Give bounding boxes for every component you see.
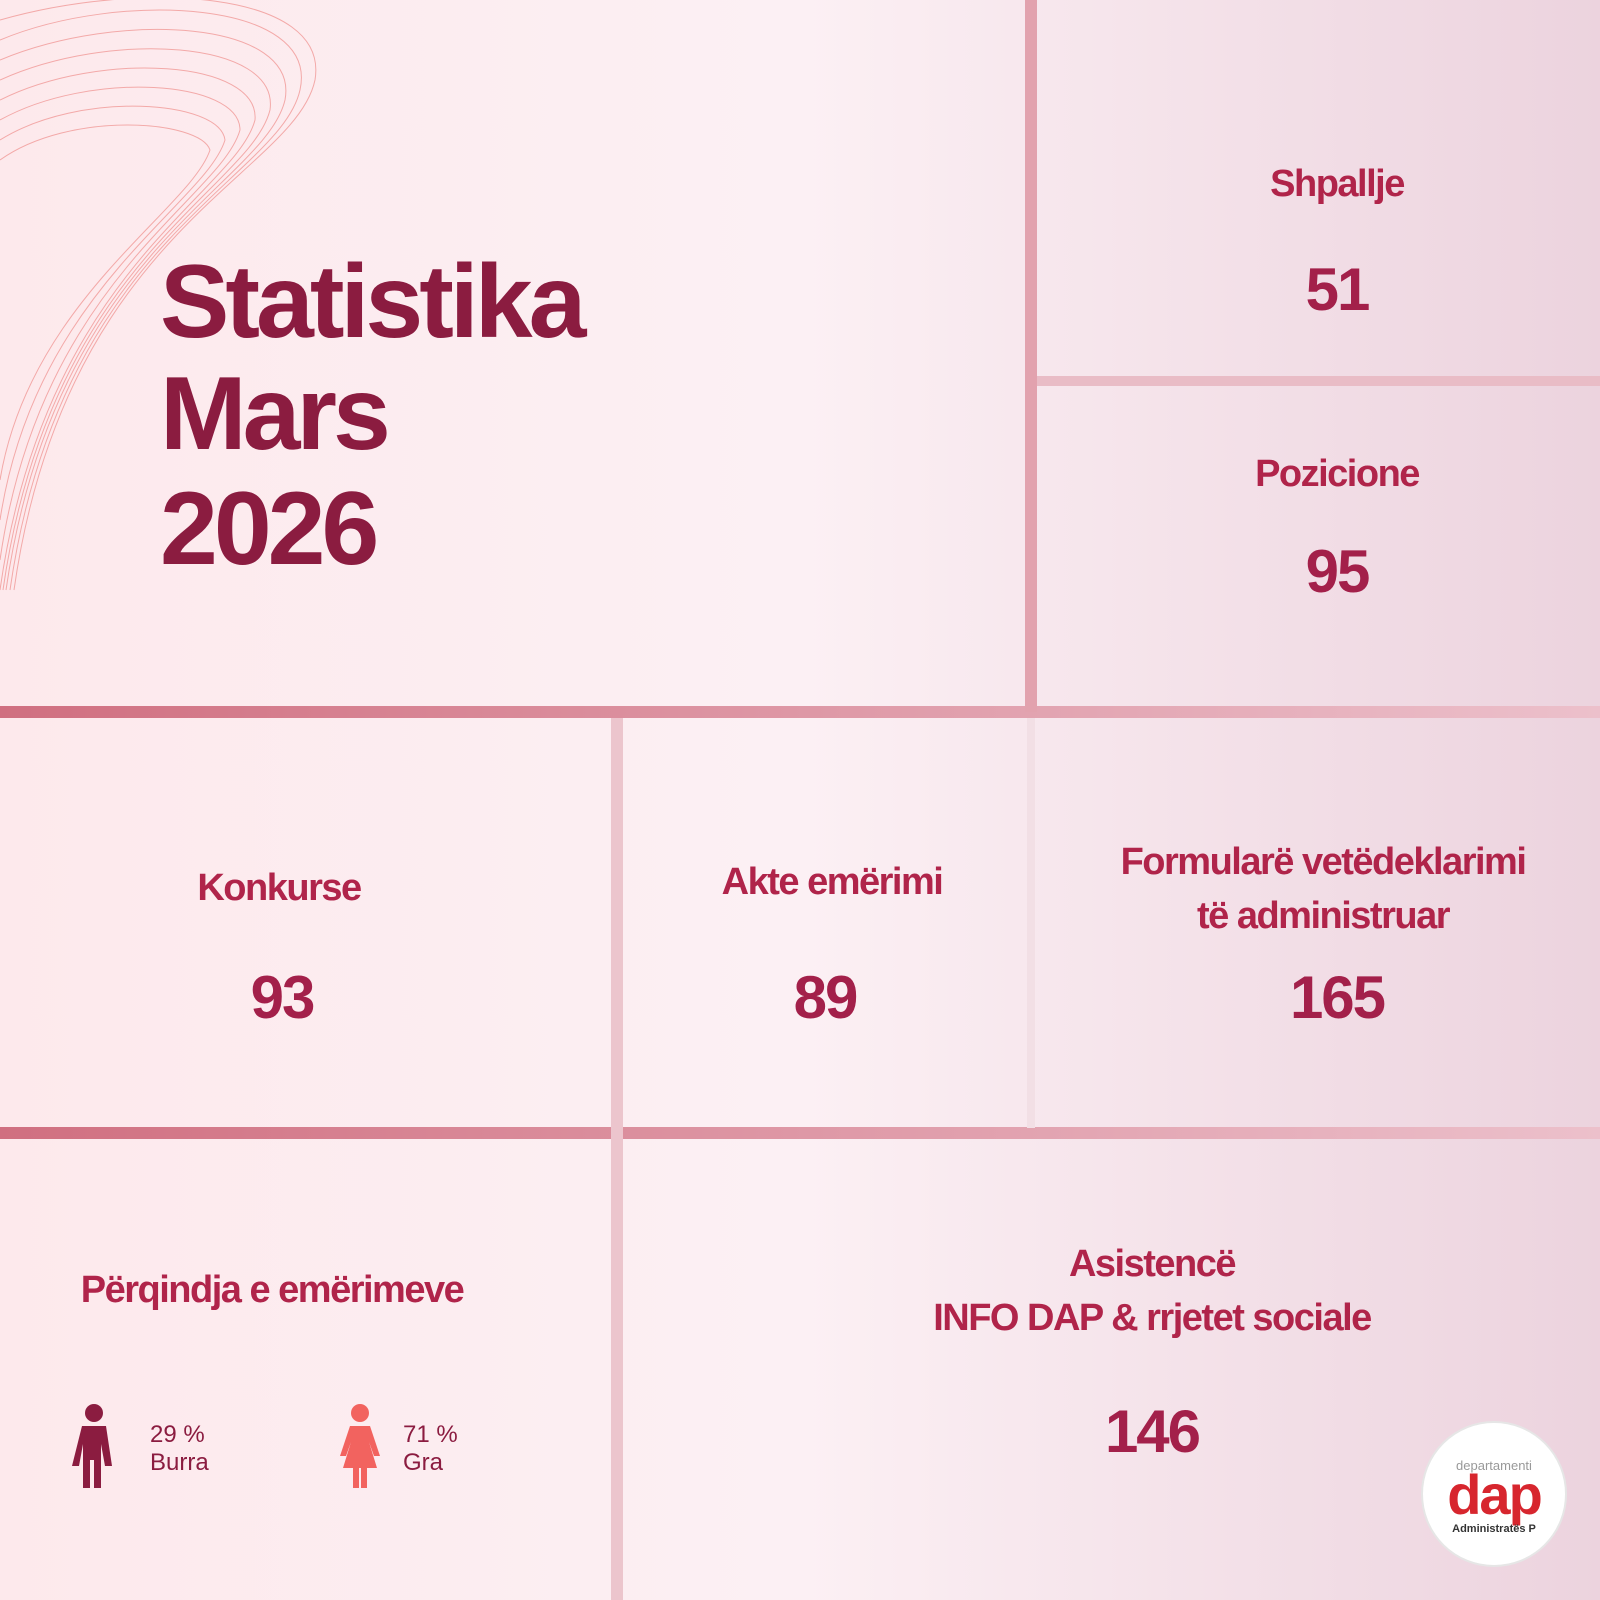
stat-label: Akte emërimi: [722, 861, 943, 903]
stat-value: 95: [1306, 538, 1369, 605]
title-line: 2026: [160, 471, 377, 587]
divider: [0, 1127, 1600, 1139]
stat-value: 146: [1105, 1398, 1200, 1465]
title-line: Statistika: [160, 244, 588, 360]
stat-label: të administruar: [1197, 895, 1451, 937]
divider: [611, 718, 623, 1600]
stat-label: Pozicione: [1255, 453, 1419, 495]
stat-value: 93: [251, 964, 314, 1031]
logo-text: departamenti: [1456, 1458, 1532, 1473]
stat-label: Konkurse: [197, 867, 361, 909]
stat-label: Formularë vetëdeklarimi: [1121, 841, 1526, 883]
group-name: Burra: [150, 1449, 209, 1476]
logo-text: dap: [1447, 1463, 1541, 1526]
woman-icon: [340, 1404, 380, 1488]
stat-value: 165: [1290, 964, 1385, 1031]
stat-label: Shpallje: [1270, 163, 1404, 205]
stat-value: 51: [1306, 256, 1369, 323]
gender-title: Përqindja e emërimeve: [81, 1269, 464, 1311]
wave-decoration: [0, 0, 317, 591]
man-icon: [72, 1404, 112, 1488]
logo: departamenti dap Administratës P: [1421, 1421, 1567, 1567]
divider: [1031, 376, 1600, 386]
title-line: Mars: [160, 356, 387, 472]
divider: [0, 706, 1600, 718]
percent-label: 71 %: [403, 1421, 458, 1448]
divider: [1027, 718, 1035, 1128]
group-name: Gra: [403, 1449, 444, 1476]
stat-label: Asistencë: [1069, 1243, 1235, 1285]
logo-text: Administratës P: [1452, 1523, 1536, 1535]
stat-value: 89: [794, 964, 857, 1031]
percent-label: 29 %: [150, 1421, 205, 1448]
divider: [1025, 0, 1037, 712]
stat-label: INFO DAP & rrjetet sociale: [933, 1297, 1371, 1339]
